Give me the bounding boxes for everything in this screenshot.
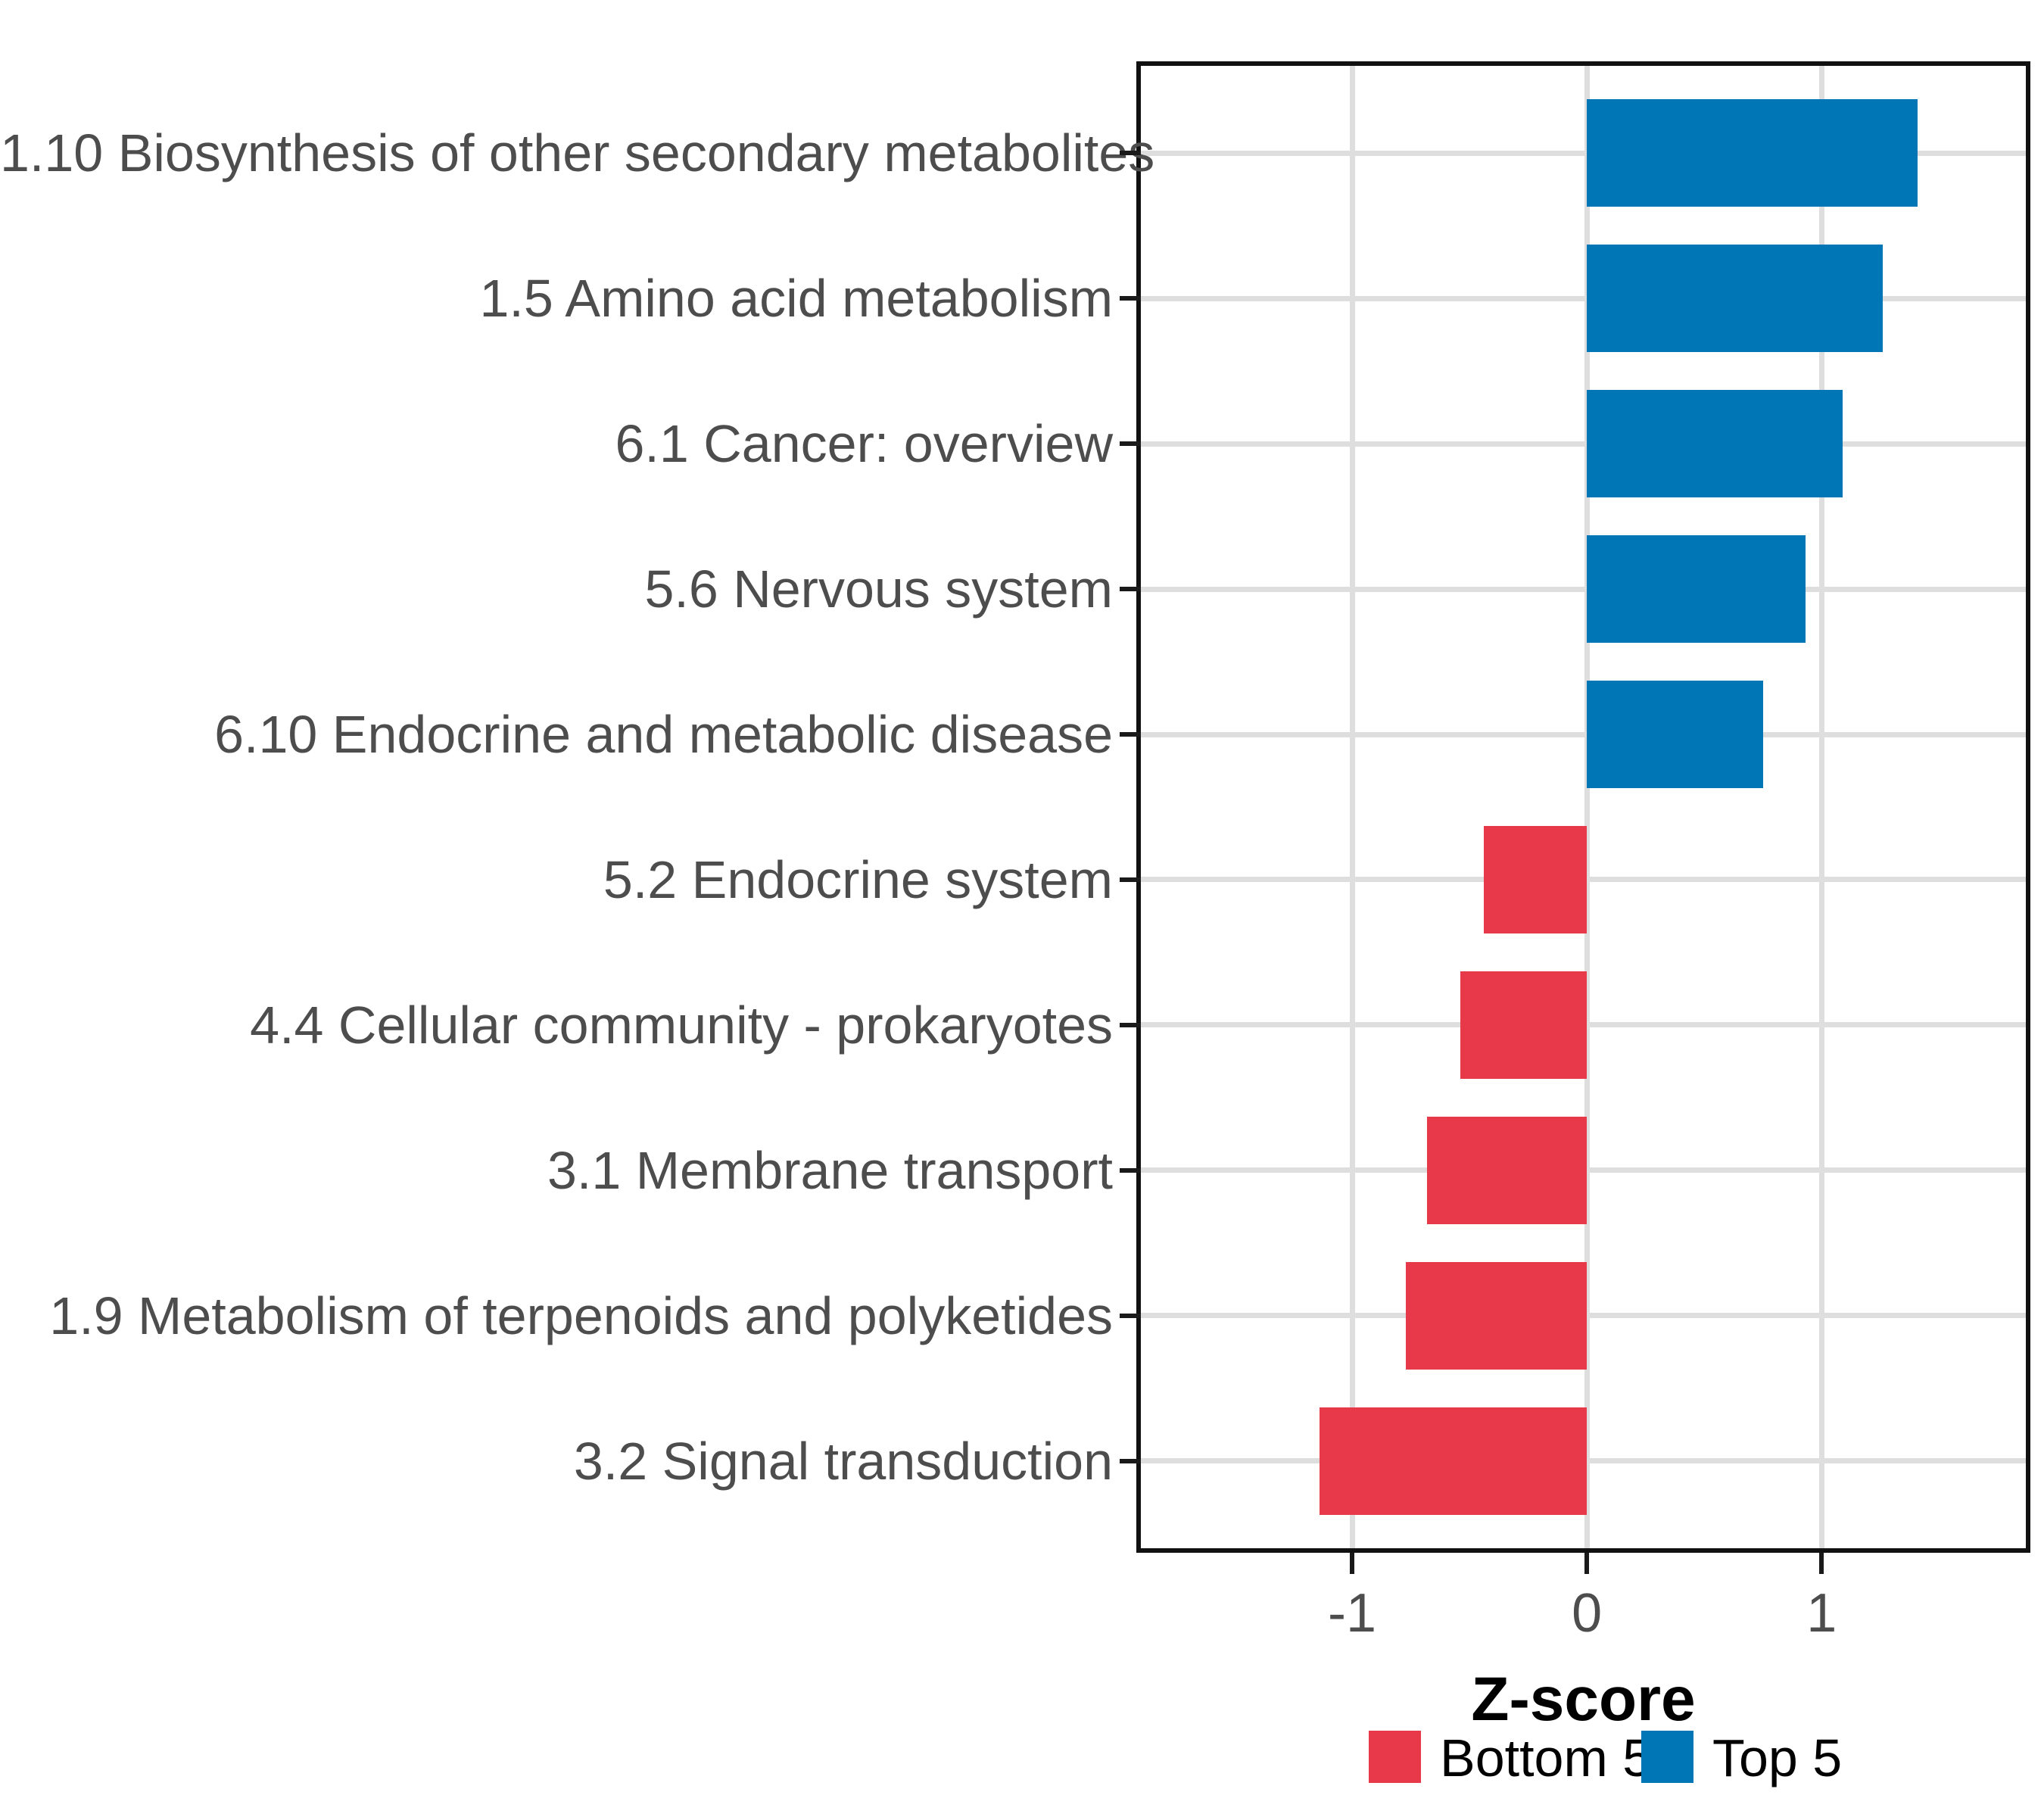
- y-tick-6-10-endocrine-and-metabolic-disease: [1120, 732, 1141, 737]
- y-gridline-1-5-amino-acid-metabolism: [1141, 295, 2026, 301]
- x-gridline-0: [1584, 66, 1590, 1548]
- y-tick-6-1-cancer-overview: [1120, 441, 1141, 447]
- x-tick-0: [1584, 1553, 1590, 1574]
- bar-3-1-membrane-transport: [1427, 1116, 1588, 1224]
- bar-6-10-endocrine-and-metabolic-disease: [1587, 681, 1763, 789]
- bar-5-2-endocrine-system: [1483, 825, 1588, 933]
- y-axis-label-1-5-amino-acid-metabolism: 1.5 Amino acid metabolism: [479, 269, 1113, 329]
- y-gridline-5-6-nervous-system: [1141, 586, 2026, 592]
- plot-panel-border: [1136, 61, 2030, 1553]
- y-axis-label-6-10-endocrine-and-metabolic-disease: 6.10 Endocrine and metabolic disease: [214, 705, 1113, 765]
- bar-1-5-amino-acid-metabolism: [1587, 245, 1883, 353]
- y-axis-label-1-9-metabolism-of-terpenoids-and-polyketides: 1.9 Metabolism of terpenoids and polyket…: [49, 1286, 1113, 1345]
- y-tick-4-4-cellular-community-prokaryotes: [1120, 1022, 1141, 1027]
- bar-1-9-metabolism-of-terpenoids-and-polyketides: [1406, 1261, 1588, 1370]
- y-axis-label-5-2-endocrine-system: 5.2 Endocrine system: [603, 849, 1113, 909]
- x-tick-label-1: 1: [1806, 1583, 1837, 1644]
- y-gridline-6-10-endocrine-and-metabolic-disease: [1141, 731, 2026, 737]
- legend-key-bottom5: [1369, 1731, 1421, 1783]
- y-tick-5-6-nervous-system: [1120, 587, 1141, 592]
- y-gridline-1-10-biosynthesis-of-other-secondary-metabolites: [1141, 150, 2026, 156]
- x-tick-label--1: -1: [1328, 1583, 1377, 1644]
- bar-4-4-cellular-community-prokaryotes: [1460, 971, 1588, 1079]
- bar-1-10-biosynthesis-of-other-secondary-metabolites: [1587, 99, 1918, 207]
- y-tick-3-2-signal-transduction: [1120, 1458, 1141, 1463]
- x-tick-1: [1819, 1553, 1824, 1574]
- y-axis-label-5-6-nervous-system: 5.6 Nervous system: [644, 559, 1113, 619]
- x-gridline--1: [1349, 66, 1355, 1548]
- y-axis-label-4-4-cellular-community-prokaryotes: 4.4 Cellular community - prokaryotes: [250, 995, 1113, 1055]
- bar-6-1-cancer-overview: [1587, 390, 1843, 498]
- legend-key-top5: [1641, 1731, 1693, 1783]
- x-gridline-1: [1818, 66, 1824, 1548]
- bar-5-6-nervous-system: [1587, 535, 1806, 644]
- y-axis-label-1-10-biosynthesis-of-other-secondary-metabolites: 1.10 Biosynthesis of other secondary met…: [0, 123, 1155, 183]
- legend-label-top5: Top 5: [1712, 1728, 1843, 1787]
- bar-3-2-signal-transduction: [1319, 1407, 1588, 1515]
- y-tick-5-2-endocrine-system: [1120, 877, 1141, 882]
- x-tick-label-0: 0: [1572, 1583, 1603, 1644]
- y-tick-3-1-membrane-transport: [1120, 1167, 1141, 1173]
- y-axis-label-3-1-membrane-transport: 3.1 Membrane transport: [547, 1140, 1113, 1200]
- y-tick-1-10-biosynthesis-of-other-secondary-metabolites: [1120, 151, 1141, 156]
- y-gridline-6-1-cancer-overview: [1141, 441, 2026, 447]
- y-axis-label-3-2-signal-transduction: 3.2 Signal transduction: [573, 1431, 1113, 1491]
- x-axis-title: Z-score: [1471, 1665, 1696, 1734]
- y-tick-1-9-metabolism-of-terpenoids-and-polyketides: [1120, 1313, 1141, 1318]
- y-axis-label-6-1-cancer-overview: 6.1 Cancer: overview: [615, 414, 1113, 474]
- y-tick-1-5-amino-acid-metabolism: [1120, 296, 1141, 301]
- legend-label-bottom5: Bottom 5: [1440, 1728, 1653, 1787]
- x-tick--1: [1350, 1553, 1355, 1574]
